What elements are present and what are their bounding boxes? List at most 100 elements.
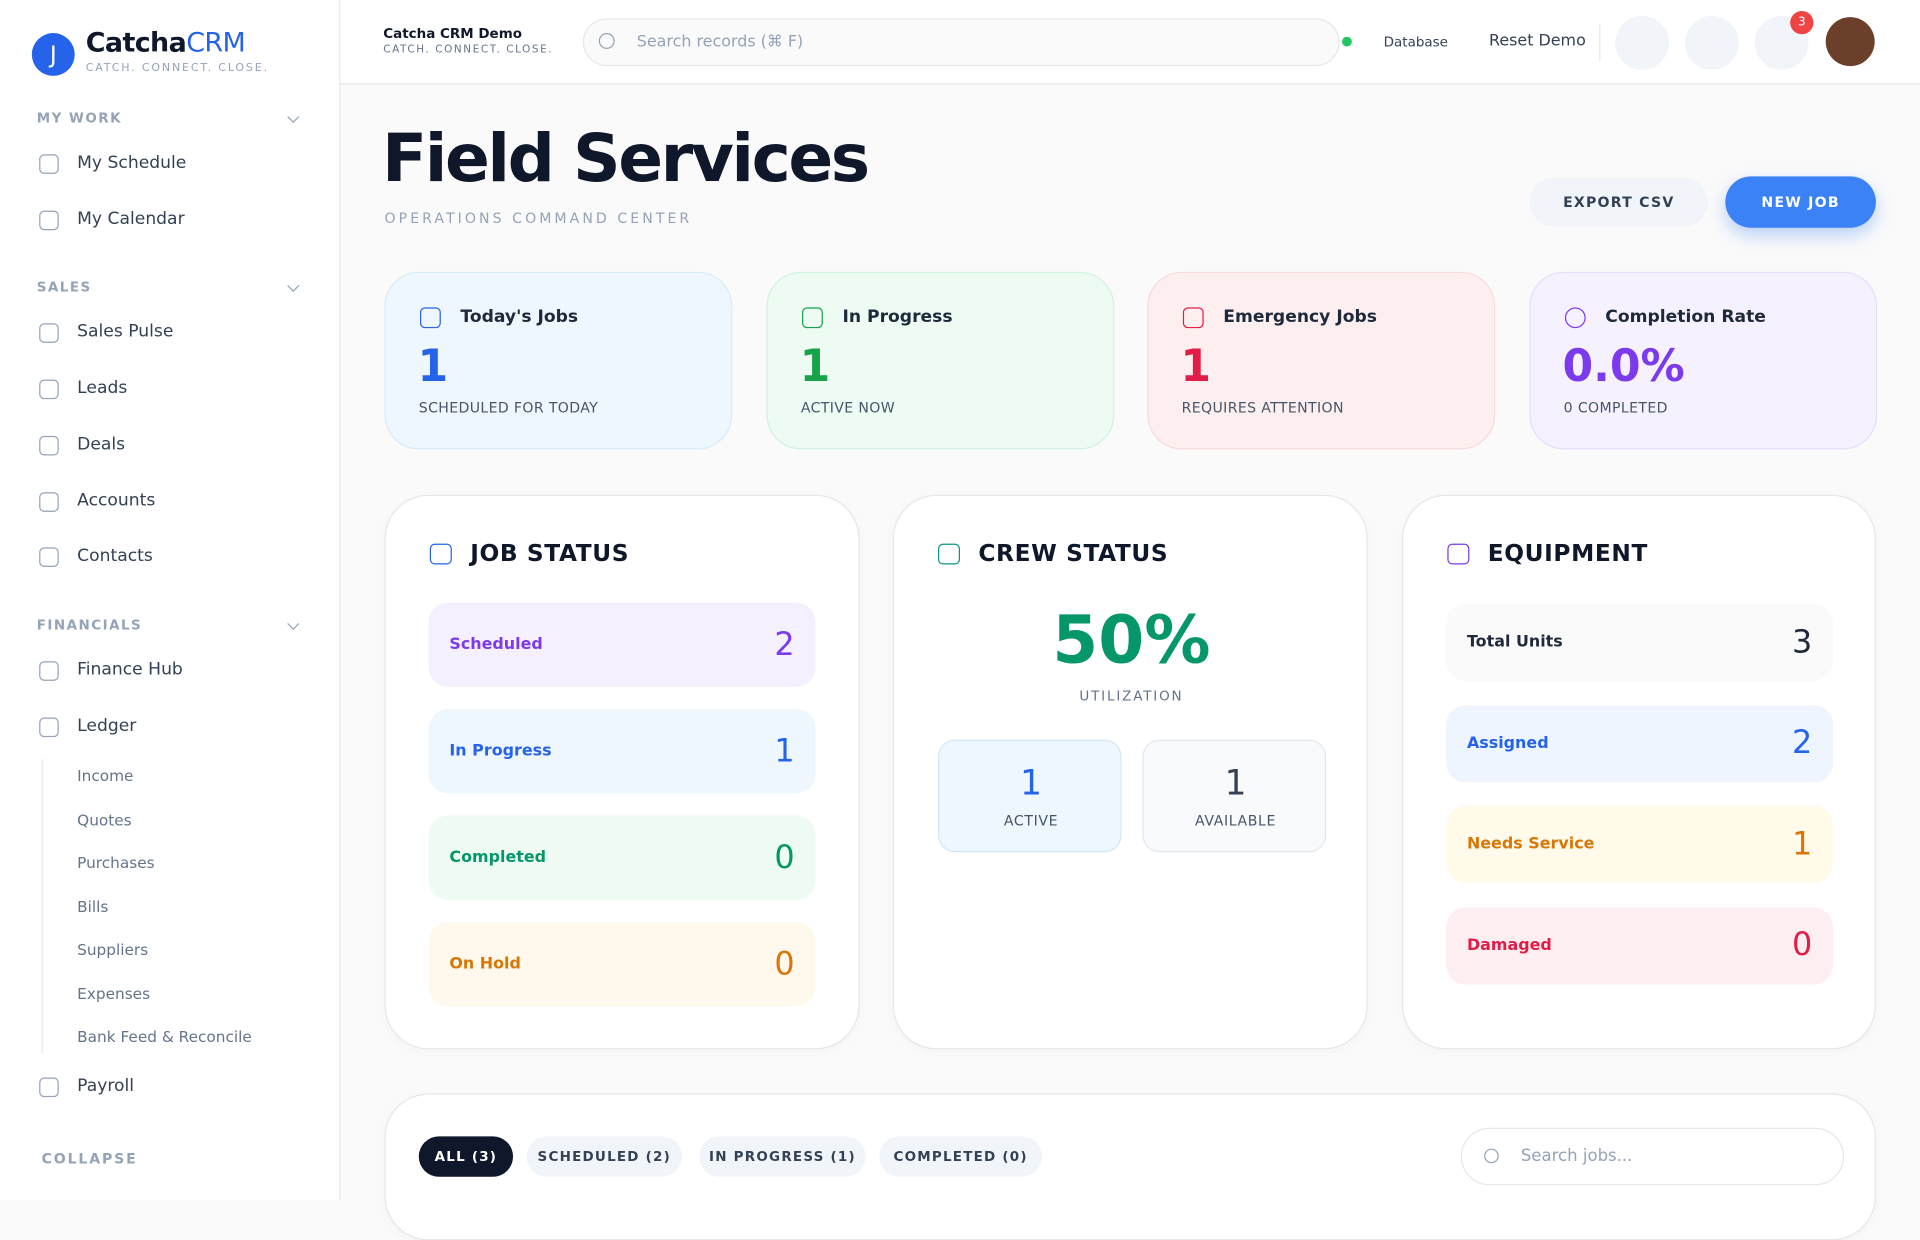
nav-item[interactable]: My Calendar: [77, 209, 185, 229]
filter-tab[interactable]: IN PROGRESS (1): [699, 1136, 866, 1177]
crew-value: 1: [1020, 762, 1042, 804]
search-placeholder: Search jobs...: [1520, 1146, 1633, 1166]
org-tagline: CATCH. CONNECT. CLOSE.: [383, 44, 554, 57]
kpi-value: 1: [417, 341, 449, 392]
icon: [39, 323, 59, 343]
reset-demo[interactable]: Reset Demo: [1488, 31, 1586, 51]
nav-item[interactable]: Ledger: [77, 716, 137, 736]
search-icon: [598, 33, 615, 49]
nav-subitem[interactable]: Expenses: [77, 984, 151, 1003]
brand-suffix: CRM: [186, 28, 246, 59]
status-dot: [1342, 36, 1352, 47]
filter-tab[interactable]: SCHEDULED (2): [526, 1136, 683, 1177]
ledger-line: [41, 759, 43, 1054]
status-row: On Hold 0: [428, 922, 816, 1007]
row-label: Completed: [449, 848, 547, 867]
kpi-caption: ACTIVE NOW: [800, 399, 896, 417]
brand-tagline: CATCH. CONNECT. CLOSE.: [85, 62, 269, 75]
crew-label: AVAILABLE: [1195, 811, 1276, 829]
page-title: Field Services: [382, 120, 870, 198]
database[interactable]: Database: [1383, 34, 1448, 51]
divider: [1599, 24, 1601, 62]
nav-subitem[interactable]: Income: [77, 766, 134, 785]
utilization-label: UTILIZATION: [1079, 688, 1184, 705]
nav-item[interactable]: Payroll: [77, 1076, 135, 1096]
nav-item[interactable]: Sales Pulse: [77, 322, 174, 342]
kpi-icon: [1182, 307, 1204, 329]
status-row: Damaged 0: [1446, 906, 1834, 984]
row-value: 3: [1791, 623, 1813, 661]
row-value: 2: [1791, 724, 1813, 762]
row-label: Needs Service: [1466, 835, 1595, 854]
filter-tab[interactable]: COMPLETED (0): [879, 1136, 1043, 1177]
crew-box: 1 AVAILABLE: [1142, 739, 1327, 853]
nav-item[interactable]: My Schedule: [77, 153, 187, 173]
kpi-icon: [802, 307, 823, 329]
brand-name: CatchaCRM: [86, 28, 246, 59]
kpi-value: 0.0%: [1562, 341, 1685, 392]
row-value: 0: [774, 839, 795, 877]
row-label: Assigned: [1466, 734, 1549, 753]
jobs-search[interactable]: Search jobs...: [1460, 1127, 1845, 1186]
status-row: In Progress 1: [428, 708, 816, 794]
nav-subitem[interactable]: Bank Feed & Reconcile: [77, 1027, 252, 1046]
row-value: 2: [774, 626, 795, 664]
icon-button[interactable]: [1615, 15, 1669, 70]
kpi-card: Today's Jobs 1 SCHEDULED FOR TODAY: [384, 271, 733, 450]
row-label: In Progress: [449, 742, 552, 761]
kpi-caption: 0 COMPLETED: [1563, 399, 1668, 417]
section-title: FINANCIALS: [36, 617, 143, 634]
row-value: 1: [774, 732, 795, 770]
row-label: Total Units: [1466, 633, 1563, 652]
section-title: SALES: [36, 279, 92, 296]
avatar[interactable]: [1825, 17, 1875, 67]
status-row: Needs Service 1: [1446, 805, 1834, 883]
section-title: MY WORK: [36, 110, 122, 127]
status-row: Total Units 3: [1446, 603, 1834, 681]
logo-circle: J: [31, 33, 75, 76]
nav-item[interactable]: Finance Hub: [77, 660, 183, 680]
kpi-icon: [420, 307, 441, 329]
export-button[interactable]: EXPORT CSV: [1529, 177, 1709, 227]
icon: [39, 154, 59, 174]
new-job-button[interactable]: NEW JOB: [1725, 176, 1876, 228]
kpi-value: 1: [799, 341, 831, 392]
badge: 3: [1790, 11, 1814, 35]
kpi-icon: [1564, 307, 1586, 329]
panel-title: JOB STATUS: [470, 540, 630, 567]
row-label: Scheduled: [449, 635, 543, 654]
nav-item[interactable]: Deals: [77, 434, 126, 455]
kpi-label: Emergency Jobs: [1223, 307, 1377, 327]
nav-subitem[interactable]: Quotes: [77, 810, 132, 829]
icon: [39, 379, 59, 400]
sidebar: [0, 0, 341, 1201]
icon: [39, 547, 59, 567]
search-box[interactable]: Search records (⌘ F): [582, 18, 1340, 67]
kpi-card: Emergency Jobs 1 REQUIRES ATTENTION: [1147, 271, 1496, 450]
search-icon: [1484, 1148, 1499, 1164]
panel-icon: [1447, 543, 1470, 565]
panel-icon: [937, 543, 961, 565]
nav-subitem[interactable]: Suppliers: [77, 940, 149, 959]
search-placeholder: Search records (⌘ F): [636, 33, 804, 52]
icon: [39, 661, 59, 681]
new-job-label: NEW JOB: [1761, 193, 1840, 211]
filter-tab[interactable]: ALL (3): [418, 1136, 514, 1177]
icon-button[interactable]: [1684, 15, 1739, 70]
row-label: Damaged: [1466, 936, 1552, 955]
kpi-caption: REQUIRES ATTENTION: [1181, 399, 1344, 417]
kpi-card: In Progress 1 ACTIVE NOW: [766, 271, 1115, 450]
kpi-label: Today's Jobs: [460, 307, 579, 327]
page-subtitle: OPERATIONS COMMAND CENTER: [384, 209, 693, 227]
nav-subitem[interactable]: Bills: [77, 897, 109, 916]
nav-subitem[interactable]: Purchases: [77, 853, 155, 872]
panel-icon: [429, 543, 452, 565]
kpi-caption: SCHEDULED FOR TODAY: [418, 399, 599, 417]
nav-item[interactable]: Contacts: [77, 546, 153, 566]
nav-item[interactable]: Accounts: [77, 491, 156, 511]
nav-item[interactable]: Leads: [77, 378, 128, 398]
panel-title: EQUIPMENT: [1487, 540, 1648, 567]
icon: [39, 210, 59, 231]
collapse[interactable]: COLLAPSE: [41, 1149, 138, 1167]
crew-box: 1 ACTIVE: [937, 739, 1122, 853]
